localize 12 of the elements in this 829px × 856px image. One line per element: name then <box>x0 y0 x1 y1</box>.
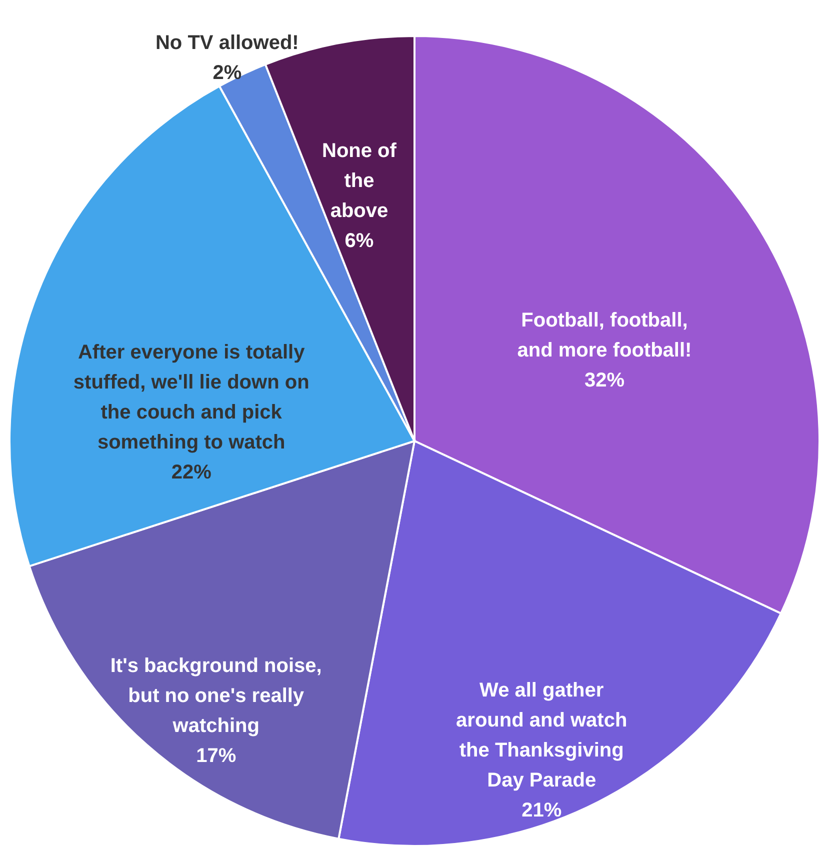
slice-label: None of the above <box>322 140 397 222</box>
slice-label: No TV allowed! <box>155 32 299 54</box>
data-label: 32% <box>584 369 625 392</box>
slice-label: It's background noise, but no one's really watching <box>110 655 322 738</box>
data-label: 22% <box>171 462 212 484</box>
slice-label: Football, football, and more football! <box>517 309 692 362</box>
slice-label: After everyone is totally stuffed, we'll lie down on the couch and pick something to watch <box>73 342 310 454</box>
data-label: 21% <box>522 799 562 822</box>
data-label: 2% <box>212 62 242 84</box>
slice-label: We all gather around and watch the Thanksgiving Day Parade <box>456 679 628 792</box>
data-label: 17% <box>196 745 236 768</box>
data-label: 6% <box>344 230 374 252</box>
